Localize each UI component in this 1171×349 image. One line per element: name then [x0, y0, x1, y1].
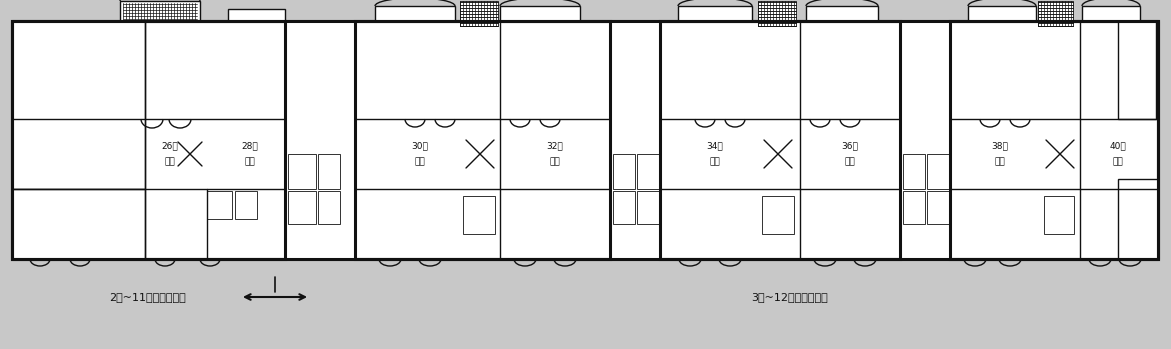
Bar: [612, 191, 635, 224]
Text: 30栋: 30栋: [411, 141, 429, 150]
Bar: [123, 3, 197, 19]
Bar: [1045, 196, 1074, 234]
Text: 36栋: 36栋: [842, 141, 858, 150]
Bar: [288, 154, 316, 189]
Bar: [968, 6, 1036, 21]
Text: 住宅: 住宅: [245, 157, 255, 166]
Bar: [903, 191, 925, 224]
Text: 住宅: 住宅: [1112, 157, 1123, 166]
Text: 住宅: 住宅: [994, 157, 1006, 166]
Bar: [235, 191, 256, 219]
Bar: [375, 6, 456, 21]
Bar: [460, 1, 498, 26]
Bar: [900, 21, 950, 259]
Bar: [950, 21, 1158, 259]
Text: 住宅: 住宅: [710, 157, 720, 166]
Bar: [610, 21, 660, 259]
Text: 2楼~11楼門牌對照表: 2楼~11楼門牌對照表: [110, 292, 186, 302]
Bar: [355, 21, 610, 259]
Bar: [228, 9, 285, 21]
Bar: [1118, 179, 1158, 259]
Bar: [637, 191, 659, 224]
Bar: [319, 154, 340, 189]
Bar: [806, 6, 878, 21]
Bar: [1118, 21, 1156, 119]
Bar: [758, 1, 796, 26]
Text: 3楼~12楼門牌對照表: 3楼~12楼門牌對照表: [752, 292, 828, 302]
Bar: [762, 196, 794, 234]
Bar: [12, 21, 285, 259]
Text: 40栋: 40栋: [1110, 141, 1127, 150]
Text: 住宅: 住宅: [549, 157, 561, 166]
Bar: [678, 6, 752, 21]
Text: 住宅: 住宅: [165, 157, 176, 166]
Text: 住宅: 住宅: [844, 157, 855, 166]
Bar: [927, 154, 949, 189]
Bar: [12, 21, 1158, 259]
Bar: [12, 189, 145, 259]
Bar: [119, 1, 200, 21]
Bar: [660, 21, 900, 259]
Text: 28栋: 28栋: [241, 141, 259, 150]
Bar: [285, 21, 355, 259]
Bar: [319, 191, 340, 224]
Text: 住宅: 住宅: [415, 157, 425, 166]
Bar: [500, 6, 580, 21]
Bar: [207, 191, 232, 219]
Text: 34栋: 34栋: [706, 141, 724, 150]
Text: 38栋: 38栋: [992, 141, 1008, 150]
Bar: [612, 154, 635, 189]
Bar: [12, 21, 145, 189]
Bar: [927, 191, 949, 224]
Bar: [463, 196, 495, 234]
Bar: [903, 154, 925, 189]
Bar: [288, 191, 316, 224]
Bar: [637, 154, 659, 189]
Text: 26栋: 26栋: [162, 141, 178, 150]
Text: 32栋: 32栋: [547, 141, 563, 150]
Bar: [1038, 1, 1073, 26]
Bar: [1082, 6, 1141, 21]
